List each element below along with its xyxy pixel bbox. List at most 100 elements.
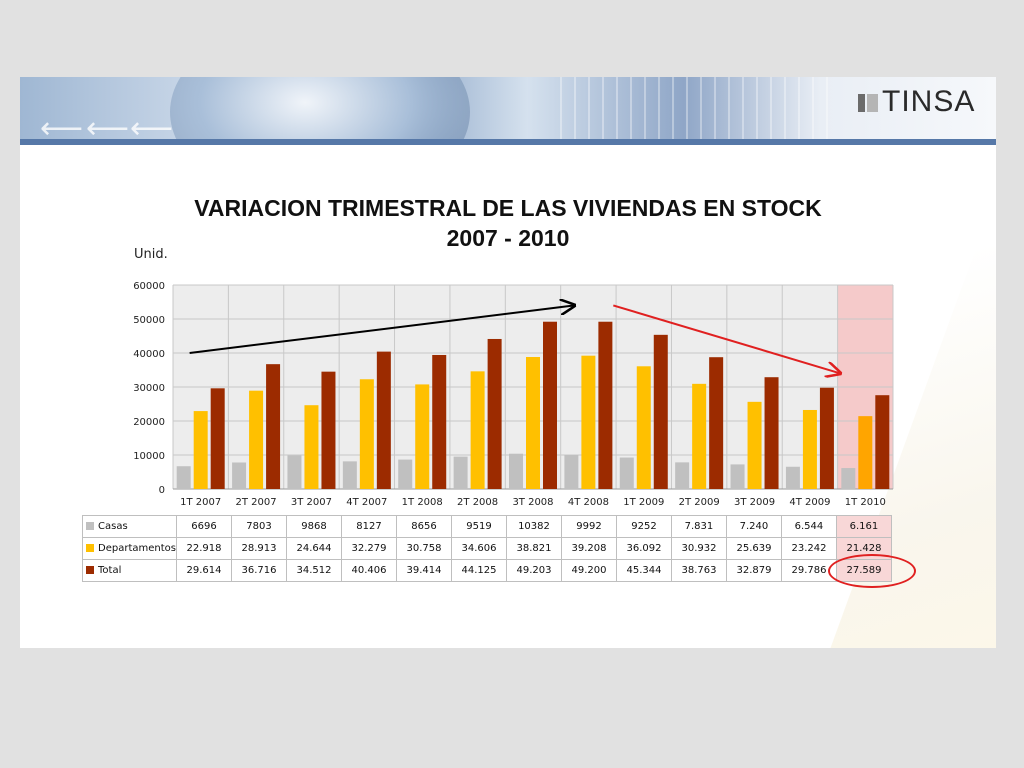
bar-total-3T-2008	[543, 321, 557, 489]
bar-departamentos-2T-2008	[470, 371, 485, 489]
table-cell: 9519	[450, 515, 507, 538]
table-cell: 6.544	[780, 515, 837, 538]
table-cell: 29.614	[175, 559, 232, 582]
x-tick-label: 1T 2007	[180, 497, 221, 508]
bar-departamentos-1T-2008	[415, 384, 430, 489]
y-tick-label: 0	[159, 485, 165, 496]
table-cell: 10382	[505, 515, 562, 538]
y-axis-label: Unid.	[134, 247, 168, 262]
legend-label: Total	[98, 565, 122, 576]
y-tick-label: 10000	[133, 451, 165, 462]
bar-total-3T-2009	[764, 377, 779, 489]
bar-casas-4T-2009	[785, 466, 800, 489]
bar-casas-3T-2009	[730, 464, 745, 489]
bar-departamentos-1T-2010	[858, 416, 873, 489]
bar-departamentos-1T-2009	[636, 366, 651, 489]
legend-label: Casas	[98, 521, 128, 532]
table-row-label: Departamentos	[82, 537, 177, 560]
tinsa-logo: TINSA	[858, 85, 976, 118]
x-tick-label: 1T 2008	[402, 497, 443, 508]
highlight-circle	[827, 554, 916, 588]
bar-casas-1T-2007	[176, 466, 191, 489]
table-cell: 38.821	[505, 537, 562, 560]
table-row-label: Total	[82, 559, 177, 582]
table-cell: 6696	[175, 515, 232, 538]
legend-swatch	[86, 522, 94, 530]
logo-text: TINSA	[882, 85, 976, 118]
legend-label: Departamentos	[98, 543, 176, 554]
x-tick-label: 2T 2008	[457, 497, 498, 508]
bar-casas-3T-2007	[287, 455, 302, 489]
x-tick-label: 4T 2009	[789, 497, 830, 508]
bar-total-4T-2007	[376, 351, 391, 489]
table-row: Casas 6696 7803 9868 8127 8656 9519 10382 9992 92…	[82, 515, 892, 538]
bar-total-1T-2010	[875, 395, 890, 489]
x-tick-label: 4T 2008	[568, 497, 609, 508]
y-tick-label: 60000	[133, 281, 165, 292]
table-row-label: Casas	[82, 515, 177, 538]
logo-mark-icon	[858, 92, 878, 112]
legend-swatch	[86, 566, 94, 574]
bar-total-1T-2007	[210, 388, 225, 489]
table-cell: 49.200	[560, 559, 617, 582]
table-cell: 36.092	[615, 537, 672, 560]
bar-casas-1T-2010	[841, 468, 856, 489]
table-cell: 34.606	[450, 537, 507, 560]
table-cell: 9992	[560, 515, 617, 538]
y-tick-label: 20000	[133, 417, 165, 428]
table-cell: 30.758	[395, 537, 452, 560]
bar-total-1T-2008	[432, 354, 447, 489]
table-cell: 7803	[230, 515, 287, 538]
bar-departamentos-3T-2008	[526, 357, 540, 489]
x-tick-label: 3T 2009	[734, 497, 775, 508]
table-cell: 38.763	[670, 559, 727, 582]
chart-subtitle: 2007 - 2010	[446, 225, 570, 251]
trend-arrow	[613, 304, 840, 373]
table-cell: 39.208	[560, 537, 617, 560]
table-cell: 32.279	[340, 537, 397, 560]
bar-casas-2T-2009	[675, 462, 690, 489]
bar-total-3T-2007	[321, 371, 336, 489]
globe-image	[170, 77, 470, 145]
x-tick-label: 4T 2007	[346, 497, 387, 508]
table-row: Departamentos 22.918 28.913 24.644 32.279 30.…	[82, 537, 892, 560]
x-tick-label: 1T 2010	[845, 497, 886, 508]
bar-total-1T-2009	[653, 334, 668, 489]
banner-strip	[20, 139, 996, 145]
table-cell: 23.242	[780, 537, 837, 560]
bar-casas-4T-2007	[342, 461, 357, 489]
y-tick-label: 40000	[133, 349, 165, 360]
bar-total-2T-2008	[487, 338, 502, 489]
bar-casas-4T-2008	[564, 455, 579, 489]
table-cell: 36.716	[230, 559, 287, 582]
bar-casas-1T-2009	[619, 457, 634, 489]
y-tick-label: 30000	[133, 383, 165, 394]
bar-departamentos-2T-2007	[249, 390, 264, 489]
bar-casas-2T-2007	[232, 462, 247, 489]
slide: ⟵ ⟵ ⟵ TINSA VARIACION TRIMESTRAL DE LAS …	[20, 77, 996, 648]
bar-casas-1T-2008	[398, 459, 413, 489]
x-tick-label: 1T 2009	[623, 497, 664, 508]
table-cell: 9868	[285, 515, 342, 538]
table-cell: 7.240	[725, 515, 782, 538]
table-cell: 30.932	[670, 537, 727, 560]
table-cell: 24.644	[285, 537, 342, 560]
bar-departamentos-4T-2009	[802, 409, 817, 489]
x-tick-label: 2T 2009	[679, 497, 720, 508]
table-cell: 39.414	[395, 559, 452, 582]
bar-total-4T-2009	[819, 387, 834, 489]
x-tick-label: 2T 2007	[236, 497, 277, 508]
table-cell: 49.203	[505, 559, 562, 582]
table-cell: 29.786	[780, 559, 837, 582]
data-table: Casas 6696 7803 9868 8127 8656 9519 10382 9992 92…	[82, 515, 892, 582]
legend-swatch	[86, 544, 94, 552]
bar-casas-2T-2008	[453, 456, 468, 489]
table-row: Total 29.614 36.716 34.512 40.406 39.414 44.12…	[82, 559, 892, 582]
table-cell: 7.831	[670, 515, 727, 538]
bar-departamentos-3T-2009	[747, 401, 762, 489]
bar-departamentos-3T-2007	[304, 405, 319, 489]
table-cell: 32.879	[725, 559, 782, 582]
table-cell: 44.125	[450, 559, 507, 582]
bar-total-2T-2007	[266, 364, 281, 489]
bar-departamentos-2T-2009	[692, 383, 707, 489]
